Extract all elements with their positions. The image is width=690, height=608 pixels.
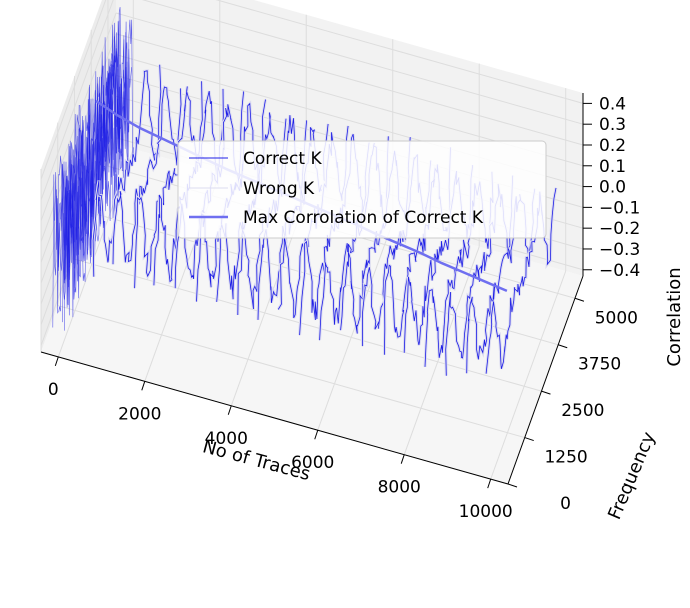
- grid-line-x: [490, 270, 567, 480]
- z-axis-label: Correlation: [664, 267, 685, 366]
- grid-line-z: [215, 0, 584, 104]
- x-tick-label: 10000: [459, 502, 513, 522]
- y-tick-label: 1250: [544, 448, 587, 468]
- x-tick-mark: [141, 381, 146, 391]
- x-tick-label: 6000: [291, 453, 334, 473]
- y-tick-mark: [541, 390, 551, 395]
- x-tick-label: 0: [48, 380, 59, 400]
- x-tick-label: 8000: [378, 478, 421, 498]
- y-tick-mark: [507, 483, 518, 488]
- trace-line-correct: [92, 64, 162, 277]
- x-tick-mark: [487, 478, 492, 489]
- z-tick-label: −0.2: [599, 219, 640, 239]
- y-axis-label: Frequency: [604, 429, 660, 523]
- trace-line-correct: [134, 81, 203, 289]
- x-tick-mark: [227, 405, 232, 415]
- legend: Correct K Wrong K Max Corrolation of Cor…: [177, 140, 547, 239]
- y-tick-mark: [524, 437, 534, 442]
- z-tick-label: 0.1: [599, 157, 626, 177]
- z-tick-label: 0.2: [599, 136, 626, 156]
- z-tick-label: 0.4: [599, 94, 626, 114]
- y-tick-label: 2500: [561, 401, 604, 421]
- x-tick-mark: [314, 430, 319, 440]
- y-axis-line: [507, 275, 584, 485]
- x-axis-line: [40, 351, 509, 485]
- x-axis-label: No of Traces: [200, 436, 312, 485]
- z-tick-label: −0.1: [599, 198, 640, 218]
- tick-marks: 0 2000 4000 6000 8000 10000 0 1250 2500 3750 5000 −…: [48, 94, 640, 522]
- y-tick-mark: [558, 344, 568, 349]
- grid-line-y: [74, 258, 542, 392]
- trace-line: [62, 66, 128, 323]
- grid-line-z: [40, 0, 107, 180]
- trace-line: [68, 19, 134, 316]
- legend-label-correct: Correct K: [243, 149, 322, 169]
- y-tick-label: 0: [560, 494, 571, 514]
- legend-box: [177, 140, 547, 239]
- y-tick-mark: [574, 297, 585, 302]
- x-tick-mark: [54, 356, 59, 367]
- x-tick-label: 2000: [118, 404, 161, 424]
- z-tick-label: −0.4: [599, 261, 640, 281]
- grid-line-z: [115, 12, 584, 146]
- y-tick-label: 5000: [595, 308, 638, 328]
- legend-label-wrong: Wrong K: [243, 179, 315, 199]
- grid-line-y: [57, 305, 525, 439]
- trace-line-correct: [112, 86, 182, 265]
- x-tick-label: 4000: [205, 429, 248, 449]
- y-tick-label: 3750: [578, 355, 621, 375]
- axis-lines: [40, 93, 584, 485]
- z-tick-label: 0.0: [599, 178, 626, 198]
- z-tick-label: −0.3: [599, 240, 640, 260]
- grid-line-z: [141, 0, 584, 125]
- x-tick-mark: [400, 454, 405, 464]
- z-tick-label: 0.3: [599, 115, 626, 135]
- grid-line-z: [40, 0, 114, 201]
- legend-label-max: Max Corrolation of Correct K: [243, 208, 484, 228]
